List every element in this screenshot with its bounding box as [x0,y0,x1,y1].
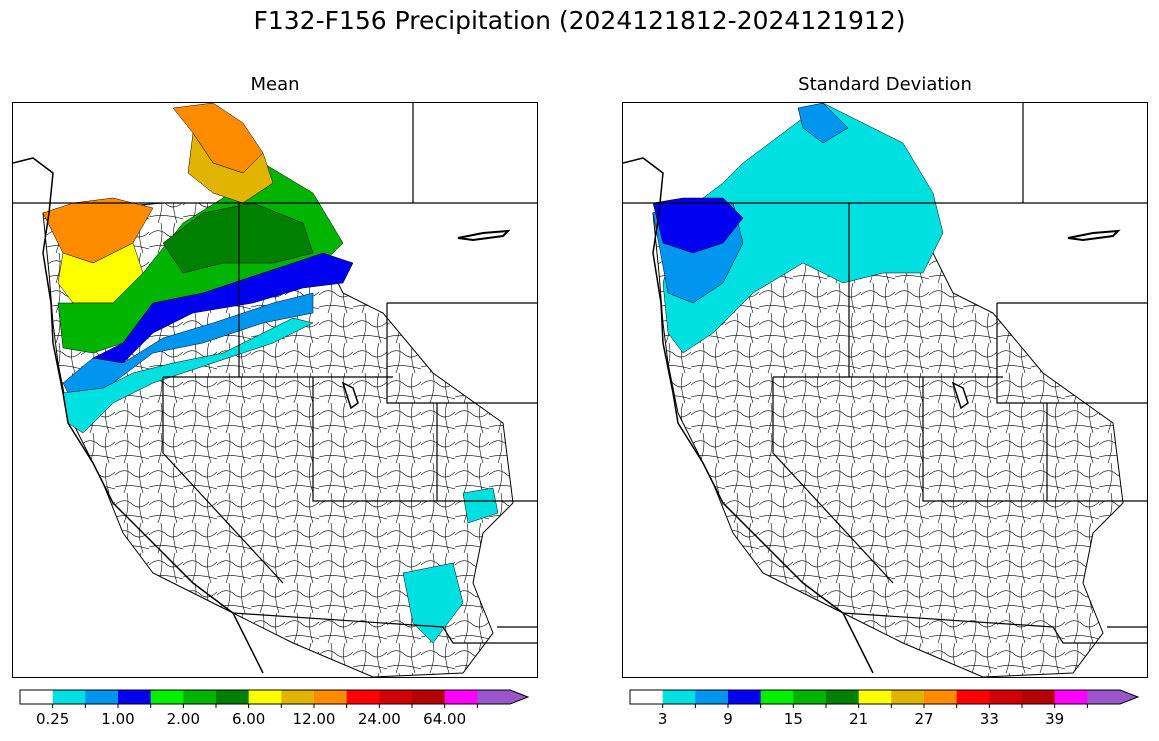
state-borders [13,103,537,644]
colorbar-swatch [989,690,1023,704]
colorbar-tick-label: 1.00 [101,710,135,728]
colorbar-swatch [924,690,958,704]
colorbar-swatch [891,690,925,704]
colorbar-swatch [477,690,528,704]
colorbar-outline [629,689,1140,705]
colorbar-swatch [956,690,990,704]
colorbar-tick-label: 3 [657,710,668,728]
lake-michigan [457,229,511,242]
mean-map [12,102,538,678]
colorbar-swatch [379,690,413,704]
colorbar-tick-label: 27 [914,710,934,728]
colorbar-tick-label: 33 [979,710,999,728]
lake-michigan [1067,229,1121,242]
precip-blue [92,252,354,364]
colorbar-swatch [662,690,696,704]
std-colorbar [629,689,1140,708]
colorbar-tick-label: 12.00 [292,710,336,728]
colorbar-swatch [183,690,217,704]
colorbar-tick-label: 0.25 [35,710,70,728]
colorbar-swatch [826,690,860,704]
coastline [13,157,264,674]
colorbar-swatch [216,690,250,704]
colorbar-swatch [630,690,664,704]
state-borders [623,103,1147,644]
colorbar-swatch [150,690,184,704]
std-map [622,102,1148,678]
colorbar-swatch [20,690,54,704]
colorbar-swatch [52,690,86,704]
colorbar-tick-label: 64.00 [423,710,467,728]
colorbar-swatch [695,690,729,704]
great-salt-lake [341,381,359,410]
colorbar-tick-label: 24.00 [357,710,401,728]
colorbar-swatch [1087,690,1138,704]
colorbar-tick-label: 15 [783,710,803,728]
colorbar-swatch [858,690,892,704]
colorbar-tick-label: 9 [723,710,733,728]
std-lightblue-n [797,103,849,144]
colorbar-swatch [85,690,119,704]
precip-orange-n [172,103,264,174]
precip-dark-green [162,202,314,274]
colorbar-swatch [760,690,794,704]
colorbar-swatch [793,690,827,704]
std-blue [652,197,744,254]
colorbar-swatch [248,690,282,704]
great-salt-lake [951,381,969,410]
colorbar-tick-label: 6.00 [231,710,266,728]
colorbar-tick-label: 21 [849,710,869,728]
colorbar-swatch [346,690,380,704]
precip-cyan-e [462,487,499,524]
precip-cyan [62,317,314,434]
colorbar-outline [19,689,530,705]
colorbar-tick-label: 39 [1045,710,1065,728]
colorbar-swatch [314,690,348,704]
colorbar-swatch [1054,690,1088,704]
colorbar-swatch [412,690,446,704]
colorbar-swatch [444,690,478,704]
coastline [623,157,874,674]
colorbar-swatch [728,690,762,704]
std-panel-title: Standard Deviation [798,74,972,95]
precip-gold [187,132,274,204]
land-basins [652,202,1124,677]
colorbar-tick-label: 2.00 [166,710,201,728]
mean-panel-title: Mean [250,74,300,95]
colorbar-swatch [118,690,152,704]
colorbar-swatch [281,690,315,704]
colorbar-swatch [1022,690,1056,704]
mean-colorbar [19,689,530,708]
precip-cyan-sw [402,562,464,644]
figure-title: F132-F156 Precipitation (2024121812-2024… [253,6,906,35]
